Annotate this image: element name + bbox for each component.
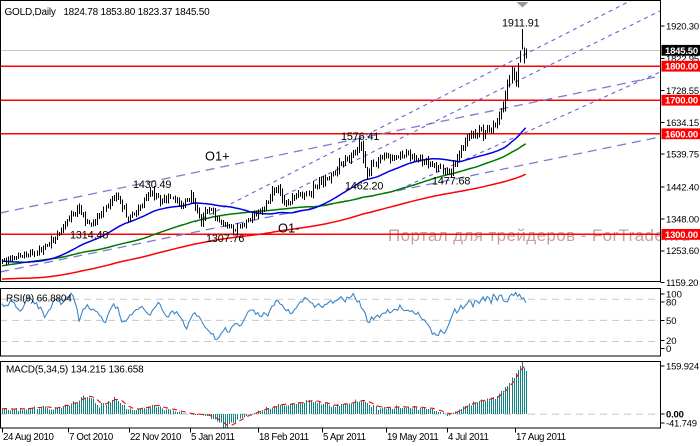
svg-text:1634.15: 1634.15	[666, 118, 699, 129]
svg-text:1600.00: 1600.00	[665, 129, 698, 140]
svg-text:1822.95: 1822.95	[666, 54, 699, 65]
svg-text:1159.20: 1159.20	[666, 278, 698, 289]
svg-text:19 May 2011: 19 May 2011	[387, 432, 438, 443]
svg-text:1442.40: 1442.40	[666, 183, 699, 194]
svg-text:50: 50	[666, 316, 677, 327]
svg-text:O1+: O1+	[205, 149, 230, 164]
svg-text:Портал для трейдеров - ForTrad: Портал для трейдеров - ForTrader.ru	[388, 226, 690, 245]
svg-text:1911.91: 1911.91	[502, 18, 540, 30]
svg-text:1920.30: 1920.30	[666, 21, 699, 32]
svg-text:-41.749: -41.749	[666, 419, 697, 430]
svg-text:100: 100	[666, 290, 682, 301]
svg-text:24 Aug 2010: 24 Aug 2010	[3, 432, 55, 443]
svg-text:20: 20	[666, 336, 677, 347]
svg-text:MACD(5,34,5) 134.215 136.658: MACD(5,34,5) 134.215 136.658	[6, 365, 144, 376]
svg-text:0.00: 0.00	[666, 410, 684, 421]
svg-text:1539.75: 1539.75	[666, 150, 699, 161]
svg-text:1576.41: 1576.41	[341, 131, 379, 143]
svg-text:5 Apr 2011: 5 Apr 2011	[323, 432, 366, 443]
svg-text:22 Nov 2010: 22 Nov 2010	[130, 432, 182, 443]
svg-text:1348.00: 1348.00	[666, 214, 699, 225]
svg-text:17 Aug 2011: 17 Aug 2011	[516, 432, 566, 443]
svg-text:O1-: O1-	[278, 221, 299, 236]
svg-text:1477.68: 1477.68	[432, 176, 470, 188]
svg-text:18 Feb 2011: 18 Feb 2011	[259, 432, 309, 443]
svg-text:5 Jan 2011: 5 Jan 2011	[191, 432, 235, 443]
svg-text:1845.50: 1845.50	[665, 46, 698, 57]
svg-text:GOLD,Daily 1824.78 1853.80 1: GOLD,Daily 1824.78 1853.80 1823.37 1845.…	[5, 7, 211, 18]
svg-text:1462.20: 1462.20	[345, 181, 383, 193]
svg-text:1314.48: 1314.48	[70, 230, 108, 242]
svg-text:4 Jul 2011: 4 Jul 2011	[448, 432, 489, 443]
svg-text:RSI(9) 66.8804: RSI(9) 66.8804	[6, 294, 72, 305]
svg-text:7 Oct 2010: 7 Oct 2010	[69, 432, 114, 443]
svg-text:1800.00: 1800.00	[665, 62, 698, 73]
svg-text:1300.00: 1300.00	[665, 230, 698, 241]
svg-text:1700.00: 1700.00	[665, 96, 698, 107]
svg-text:1253.60: 1253.60	[666, 246, 699, 257]
svg-text:1728.55: 1728.55	[666, 86, 699, 97]
svg-text:159.924: 159.924	[666, 362, 699, 373]
svg-text:0: 0	[666, 344, 671, 355]
svg-text:1307.76: 1307.76	[206, 233, 244, 245]
svg-text:80: 80	[666, 298, 677, 309]
svg-text:1430.49: 1430.49	[133, 179, 171, 191]
